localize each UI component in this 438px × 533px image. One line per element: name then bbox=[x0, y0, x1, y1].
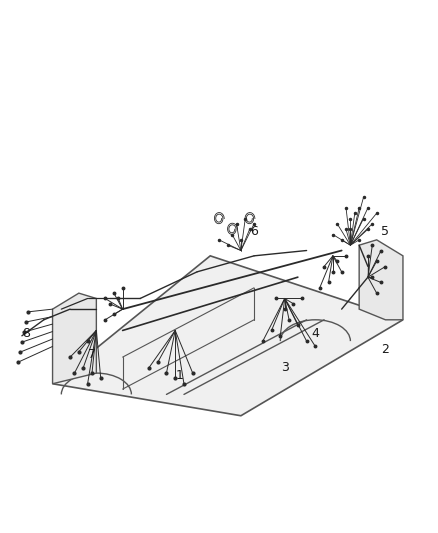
Polygon shape bbox=[53, 256, 403, 416]
Text: 8: 8 bbox=[22, 327, 30, 340]
Text: 1: 1 bbox=[176, 369, 184, 382]
Text: 4: 4 bbox=[311, 327, 319, 340]
Text: 2: 2 bbox=[381, 343, 389, 356]
Polygon shape bbox=[359, 240, 403, 320]
Text: 3: 3 bbox=[281, 361, 289, 374]
Text: 5: 5 bbox=[381, 225, 389, 238]
Polygon shape bbox=[53, 293, 96, 384]
Text: 7: 7 bbox=[88, 348, 96, 361]
Text: 6: 6 bbox=[250, 225, 258, 238]
